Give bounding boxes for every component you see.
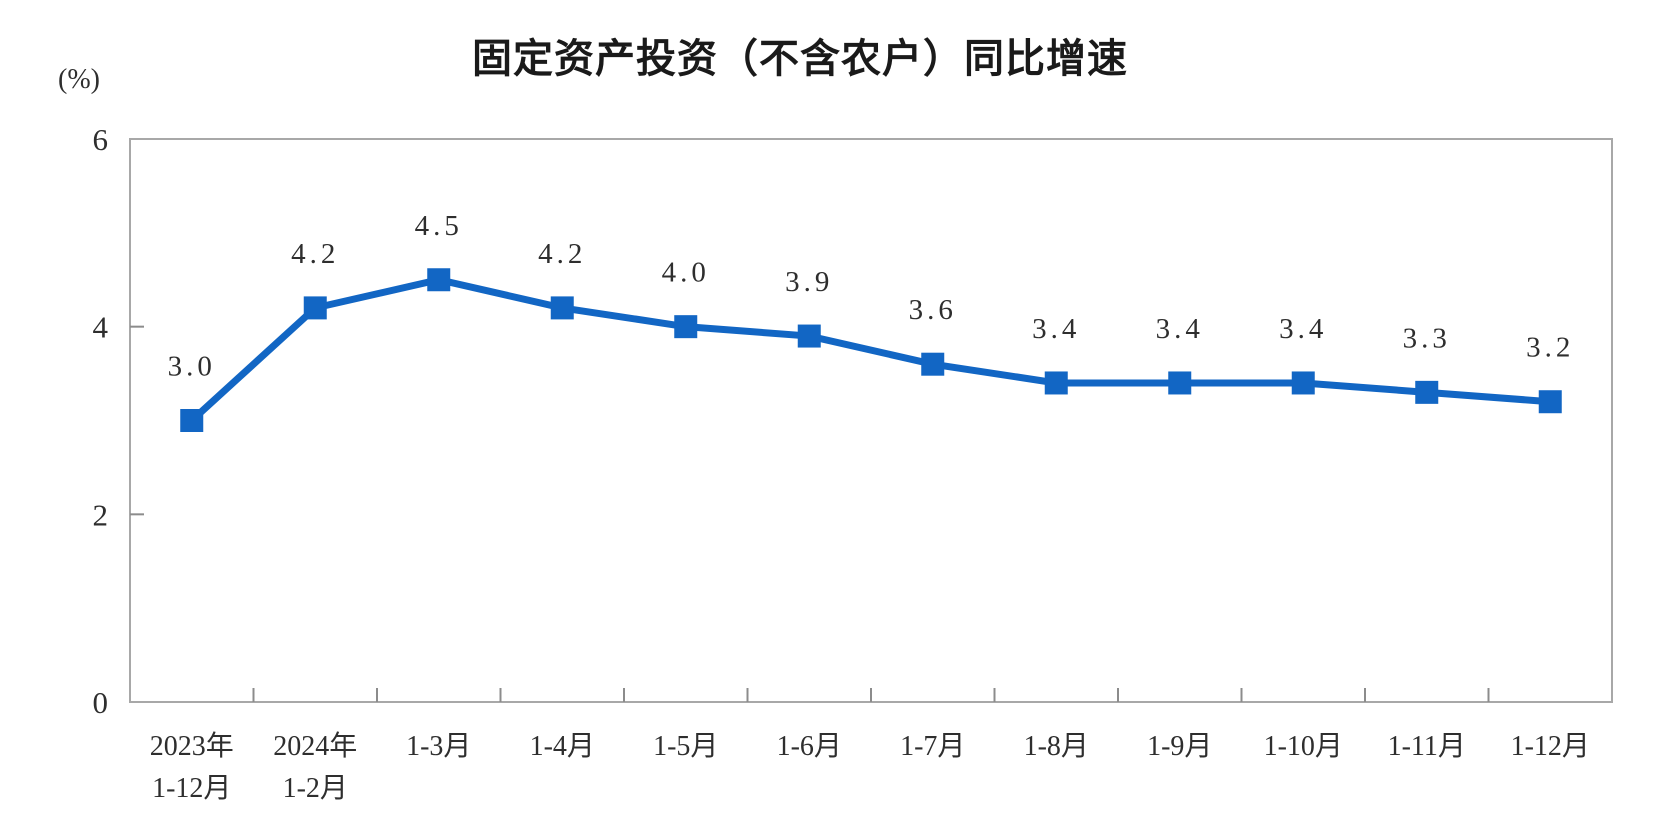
y-tick-label: 2 — [93, 497, 109, 532]
data-point-marker — [797, 324, 821, 348]
data-point-marker — [1044, 371, 1068, 395]
x-tick-label: 1-4月 — [530, 731, 595, 762]
x-tick-label: 1-5月 — [653, 731, 718, 762]
series-line — [189, 276, 1551, 424]
data-point-marker — [1291, 371, 1315, 395]
data-point-label: 3.4 — [1279, 313, 1327, 345]
data-point-label: 4.0 — [662, 257, 710, 289]
y-tick-label: 4 — [93, 310, 109, 345]
data-point-marker — [303, 296, 327, 320]
data-point-marker — [1168, 371, 1192, 395]
x-tick-label: 1-3月 — [406, 731, 471, 762]
chart-title: 固定资产投资（不含农户）同比增速 — [472, 37, 1128, 81]
y-tick-label: 6 — [93, 122, 109, 157]
x-tick-label: 1-9月 — [1147, 731, 1212, 762]
y-axis-unit-label: (%) — [58, 64, 100, 95]
data-point-label: 3.3 — [1403, 322, 1451, 354]
data-point-label: 3.2 — [1526, 332, 1574, 364]
data-point-label: 3.4 — [1156, 313, 1204, 345]
data-point-label: 4.2 — [538, 238, 586, 270]
data-point-marker — [921, 352, 945, 376]
x-tick-label: 1-11月 — [1388, 731, 1466, 762]
x-tick-label: 1-10月 — [1264, 731, 1343, 762]
data-point-marker — [427, 268, 451, 292]
data-point-marker — [1415, 380, 1439, 404]
data-point-marker — [550, 296, 574, 320]
data-point-label: 3.4 — [1032, 313, 1080, 345]
data-point-label: 4.2 — [291, 238, 339, 270]
x-tick-label: 1-7月 — [900, 731, 965, 762]
data-point-marker — [674, 315, 698, 339]
data-point-marker — [1538, 390, 1562, 414]
data-point-label: 4.5 — [415, 210, 463, 242]
data-point-label: 3.0 — [168, 351, 216, 383]
data-point-marker — [180, 409, 204, 432]
data-point-label: 3.6 — [909, 294, 957, 326]
x-tick-label: 1-8月 — [1024, 731, 1089, 762]
x-tick-label: 1-12月 — [1511, 731, 1590, 762]
x-tick-label: 2024年 1-2月 — [273, 730, 357, 804]
x-tick-label: 2023年 1-12月 — [150, 730, 234, 804]
x-tick-label: 1-6月 — [777, 731, 842, 762]
y-tick-label: 0 — [93, 685, 109, 720]
plot-area-border — [129, 138, 1613, 703]
data-point-label: 3.9 — [785, 266, 833, 298]
